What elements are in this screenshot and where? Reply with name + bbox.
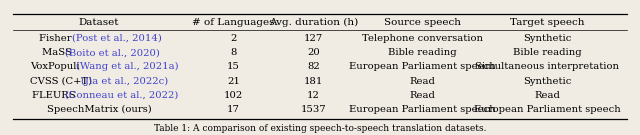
- Text: 15: 15: [227, 62, 240, 71]
- Text: European Parliament speech: European Parliament speech: [349, 62, 496, 71]
- Text: 82: 82: [307, 62, 320, 71]
- Text: 102: 102: [224, 91, 243, 100]
- Text: Synthetic: Synthetic: [523, 34, 572, 43]
- Text: 21: 21: [227, 77, 240, 85]
- Text: 1537: 1537: [301, 105, 326, 114]
- Text: Table 1: A comparison of existing speech-to-speech translation datasets.: Table 1: A comparison of existing speech…: [154, 124, 486, 133]
- Text: 20: 20: [307, 48, 320, 57]
- Text: Simultaneous interpretation: Simultaneous interpretation: [476, 62, 620, 71]
- Text: Synthetic: Synthetic: [523, 77, 572, 85]
- Text: Source speech: Source speech: [384, 18, 461, 27]
- Text: MaSS: MaSS: [42, 48, 75, 57]
- Text: 17: 17: [227, 105, 240, 114]
- Text: (Conneau et al., 2022): (Conneau et al., 2022): [65, 91, 178, 100]
- Text: 127: 127: [304, 34, 323, 43]
- Text: (Post et al., 2014): (Post et al., 2014): [72, 34, 161, 43]
- Text: Target speech: Target speech: [510, 18, 584, 27]
- Text: Read: Read: [534, 91, 560, 100]
- Text: CVSS (C+T): CVSS (C+T): [30, 77, 95, 85]
- Text: Read: Read: [410, 91, 435, 100]
- Text: Read: Read: [410, 77, 435, 85]
- Text: VoxPopuli: VoxPopuli: [30, 62, 83, 71]
- Text: Bible reading: Bible reading: [513, 48, 582, 57]
- Text: (Boito et al., 2020): (Boito et al., 2020): [65, 48, 159, 57]
- Text: Avg. duration (h): Avg. duration (h): [269, 18, 358, 27]
- Text: FLEURS: FLEURS: [33, 91, 79, 100]
- Text: 8: 8: [230, 48, 237, 57]
- Text: 181: 181: [304, 77, 323, 85]
- Text: (Jia et al., 2022c): (Jia et al., 2022c): [81, 76, 168, 86]
- Text: Bible reading: Bible reading: [388, 48, 457, 57]
- Text: 2: 2: [230, 34, 237, 43]
- Text: Dataset: Dataset: [79, 18, 120, 27]
- Text: # of Languages: # of Languages: [193, 18, 275, 27]
- Text: European Parliament speech: European Parliament speech: [349, 105, 496, 114]
- Text: 12: 12: [307, 91, 320, 100]
- Text: (Wang et al., 2021a): (Wang et al., 2021a): [76, 62, 179, 71]
- Text: SpeechMatrix (ours): SpeechMatrix (ours): [47, 105, 152, 114]
- Text: Telephone conversation: Telephone conversation: [362, 34, 483, 43]
- Text: Fisher: Fisher: [39, 34, 75, 43]
- Text: European Parliament speech: European Parliament speech: [474, 105, 621, 114]
